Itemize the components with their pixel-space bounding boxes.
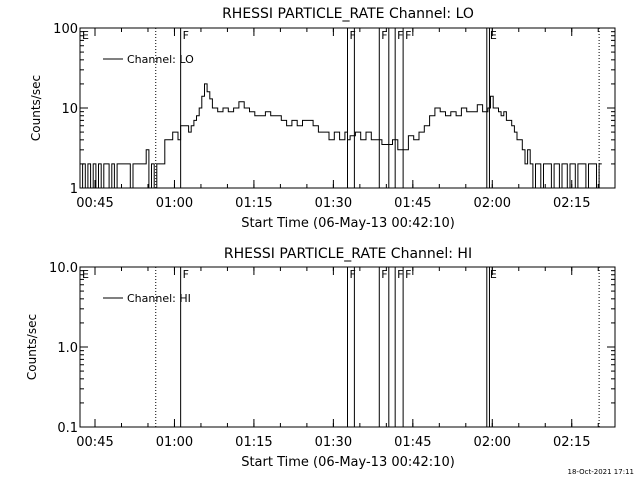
marker-label-f-lo: F: [381, 29, 387, 42]
x-tick-label-hi: 00:45: [76, 435, 113, 450]
plot-frame-lo: [79, 27, 616, 189]
marker-label-f-hi: F: [381, 268, 387, 281]
x-tick-label-hi: 01:00: [156, 435, 193, 450]
x-tick-label-lo: 02:15: [553, 196, 590, 211]
marker-label-f-lo: F: [350, 29, 356, 42]
footer-timestamp: 18-Oct-2021 17:11: [568, 468, 634, 476]
legend-label-hi: Channel: HI: [127, 292, 191, 305]
x-tick-label-lo: 02:00: [474, 196, 511, 211]
marker-label-f-hi: F: [183, 268, 189, 281]
marker-label-e-lo: E: [82, 29, 89, 42]
plot-frame-hi: [79, 266, 616, 428]
marker-label-f-hi: F: [397, 268, 403, 281]
panel-lo: RHESSI PARTICLE_RATE Channel: LO Counts/…: [29, 6, 616, 231]
marker-label-f-hi: F: [350, 268, 356, 281]
x-tick-label-lo: 01:30: [315, 196, 352, 211]
chart-title-lo: RHESSI PARTICLE_RATE Channel: LO: [222, 6, 474, 22]
y-tick-label-hi: 10.0: [49, 261, 78, 276]
data-series-lo: [80, 83, 602, 189]
x-tick-label-hi: 02:15: [553, 435, 590, 450]
x-axis-label-hi: Start Time (06-May-13 00:42:10): [241, 455, 455, 470]
marker-label-f-lo: F: [183, 29, 189, 42]
x-tick-label-lo: 01:15: [235, 196, 272, 211]
y-tick-label-hi: 0.1: [57, 421, 78, 436]
chart-title-hi: RHESSI PARTICLE_RATE Channel: HI: [224, 246, 472, 262]
y-axis-label-lo: Counts/sec: [29, 75, 43, 141]
x-tick-label-lo: 01:00: [156, 196, 193, 211]
y-axis-label-hi: Counts/sec: [25, 314, 39, 380]
x-axis-label-lo: Start Time (06-May-13 00:42:10): [241, 216, 455, 231]
marker-label-f-lo: F: [397, 29, 403, 42]
y-tick-label-lo: 100: [53, 22, 78, 37]
x-tick-label-hi: 01:45: [394, 435, 431, 450]
x-tick-label-lo: 00:45: [76, 196, 113, 211]
x-tick-label-hi: 01:30: [315, 435, 352, 450]
x-tick-label-lo: 01:45: [394, 196, 431, 211]
marker-label-f-lo: F: [405, 29, 411, 42]
marker-label-e-hi: E: [82, 268, 89, 281]
legend-label-lo: Channel: LO: [127, 53, 194, 66]
y-tick-label-hi: 1.0: [57, 341, 78, 356]
marker-label-e-hi: E: [490, 268, 497, 281]
x-tick-label-hi: 02:00: [474, 435, 511, 450]
y-tick-label-lo: 10: [61, 102, 78, 117]
marker-label-f-hi: F: [405, 268, 411, 281]
marker-label-e-lo: E: [490, 29, 497, 42]
x-tick-label-hi: 01:15: [235, 435, 272, 450]
panel-hi: RHESSI PARTICLE_RATE Channel: HI Counts/…: [25, 246, 616, 470]
y-tick-label-lo: 1: [70, 182, 78, 197]
